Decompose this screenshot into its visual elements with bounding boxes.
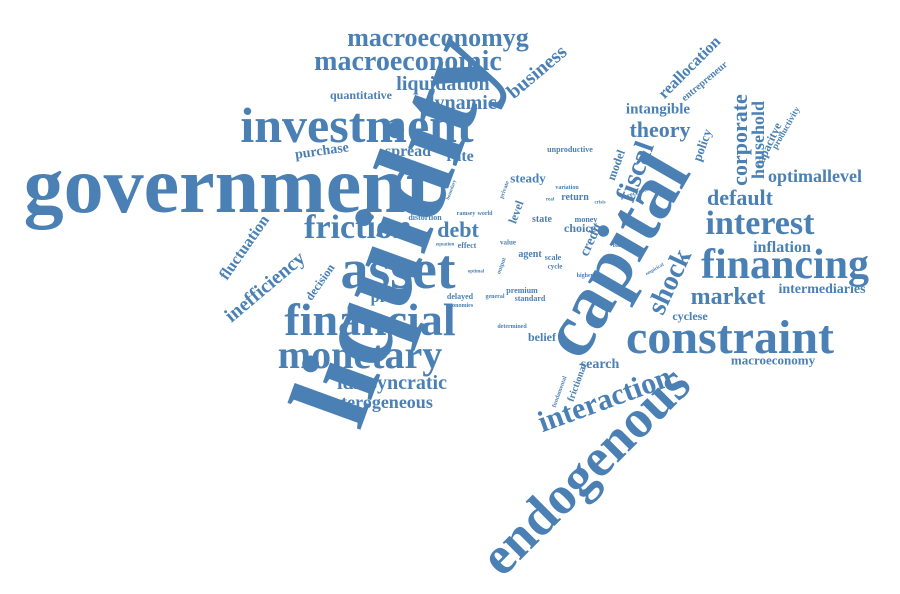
word-variation: variation [555,185,579,191]
word-asset: asset [340,239,456,301]
word-rate: rate [446,148,474,165]
word-macroeconomy: macroeconomy [730,352,816,368]
word-idiosyncratic: idiosyncratic [337,372,447,394]
word-interest: interest [705,205,815,242]
word-liquidation: liquidation [396,73,490,95]
word-dynamic: dynamic [423,92,497,114]
word-equation: equation [435,242,455,248]
word-belief: belief [528,330,556,344]
word-based: based [612,243,628,249]
word-spread: spread [385,143,431,160]
word-choice: choice [564,221,596,235]
word-steady: steady [510,170,546,186]
word-crisis: crisis [594,200,606,206]
word-intermediaries: intermediaries [778,282,866,297]
word-determined: determined [497,324,527,330]
word-market: market [690,284,766,310]
word-intangible: intangible [625,101,691,118]
word-constraint: constraint [626,311,834,364]
word-government: government [23,142,433,230]
word-cycle: cycle [547,262,563,271]
word-monetary: monetary [277,332,443,377]
word-heterogeneous: heterogeneous [323,392,433,412]
word-private: private [499,180,511,200]
word-agent: agent [518,249,542,260]
word-friction: friction [304,209,412,246]
word-money: money [574,215,598,224]
word-ramsey: ramsey [456,211,476,217]
word-unproductive: unproductive [547,145,593,154]
word-investment: investment [240,97,474,153]
word-financial: financial [284,294,456,345]
word-general: general [485,294,505,300]
word-delayed: delayed [446,292,474,301]
word-economies: economies [446,303,474,309]
word-macroeconomyg: macroeconomyg [347,23,529,52]
word-distortion: distortion [408,213,442,222]
word-quantitative: quantitative [329,88,393,102]
word-output: output [496,256,508,276]
word-policy: policy [689,126,715,164]
word-cyclese: cyclese [672,309,708,323]
word-higher: higher [576,273,594,279]
word-world: world [477,211,493,217]
word-macroeconomic: macroeconomic [314,46,502,77]
word-search: search [580,357,620,372]
word-state: state [532,214,552,225]
word-level: level [505,198,527,226]
word-inflation: inflation [753,239,811,256]
word-standard: standard [514,294,546,303]
word-optimallevel: optimallevel [768,166,862,186]
word-value: value [500,238,516,247]
word-effect: effect [457,241,477,250]
word-optimal: optimal [467,269,485,275]
word-theory: theory [629,117,691,142]
word-real: real [545,197,555,203]
word-financing: financing [700,242,870,288]
word-default: default [707,185,773,210]
word-premium: premium [506,286,538,295]
word-scale: scale [544,253,562,262]
word-debt: debt [437,217,479,242]
word-price: price [370,289,406,306]
word-return: return [561,192,589,203]
